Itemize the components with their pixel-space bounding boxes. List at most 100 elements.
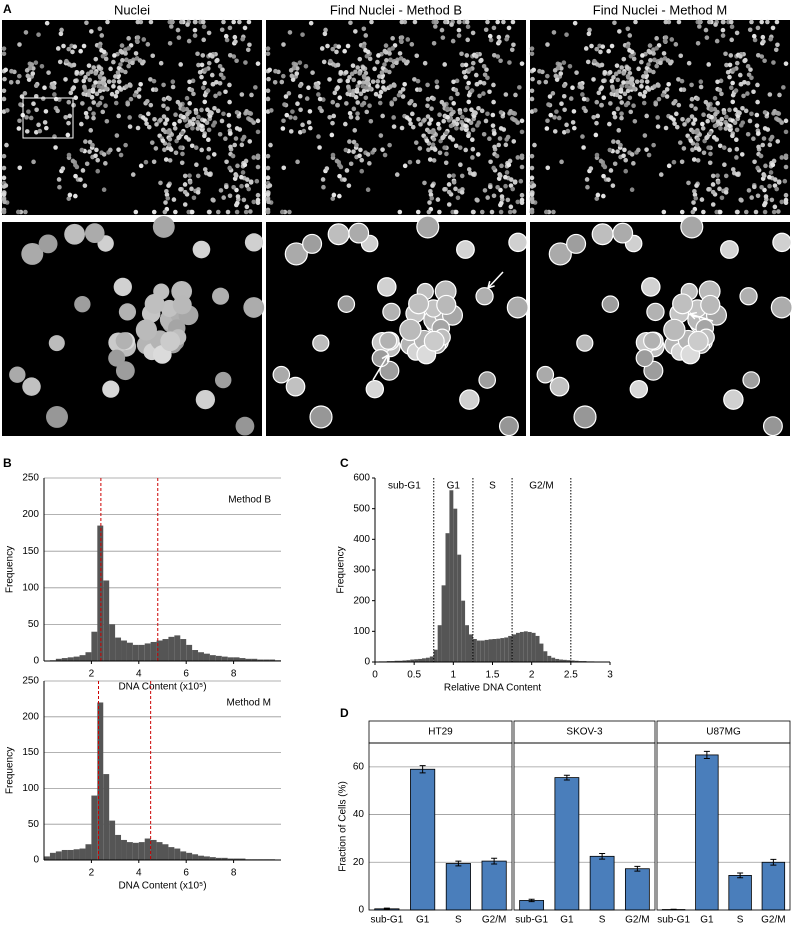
- nucleus: [83, 88, 88, 94]
- nucleus: [246, 186, 251, 192]
- nucleus: [104, 86, 109, 92]
- nucleus: [154, 122, 159, 127]
- nucleus: [115, 332, 133, 350]
- nucleus: [455, 116, 461, 122]
- nucleus: [348, 20, 353, 26]
- panel-title: HT29: [428, 727, 453, 738]
- nucleus: [696, 147, 702, 152]
- nucleus: [26, 77, 32, 82]
- nucleus: [433, 24, 438, 29]
- histogram-bar: [209, 857, 216, 860]
- nucleus: [281, 73, 286, 79]
- y-axis-label: Frequency: [5, 747, 16, 794]
- nucleus: [178, 145, 183, 150]
- nucleus: [416, 215, 440, 239]
- nucleus: [641, 100, 647, 106]
- histogram-bar: [453, 508, 458, 662]
- nucleus: [265, 175, 271, 181]
- nucleus: [506, 25, 512, 31]
- nucleus: [552, 68, 558, 73]
- nucleus: [464, 53, 470, 58]
- histogram-bar: [543, 651, 548, 662]
- nucleus: [779, 199, 785, 205]
- nucleus: [46, 405, 68, 428]
- nucleus: [178, 187, 183, 192]
- histogram-bar: [49, 852, 56, 860]
- nucleus: [623, 157, 629, 163]
- nucleus: [57, 184, 62, 190]
- bar: [554, 777, 580, 911]
- nucleus: [666, 81, 671, 87]
- nucleus: [88, 128, 94, 133]
- nucleus: [680, 116, 685, 122]
- nucleus: [753, 209, 759, 215]
- nucleus: [498, 209, 504, 215]
- nucleus: [681, 146, 687, 151]
- nucleus: [453, 186, 458, 192]
- nucleus: [491, 25, 497, 31]
- nucleus: [689, 82, 694, 88]
- nucleus: [641, 93, 647, 99]
- nucleus: [663, 125, 669, 131]
- nucleus: [241, 197, 247, 203]
- nucleus: [631, 103, 636, 109]
- nucleus: [214, 79, 219, 85]
- nucleus: [363, 95, 369, 101]
- nucleus: [244, 204, 250, 210]
- nucleus: [148, 77, 153, 82]
- nucleus: [768, 36, 773, 42]
- nucleus: [530, 199, 535, 205]
- nucleus: [565, 128, 571, 134]
- nucleus: [782, 178, 788, 184]
- bar: [624, 868, 650, 911]
- y-tick-label: 100: [353, 626, 370, 637]
- nucleus: [97, 88, 103, 94]
- nucleus: [532, 142, 537, 148]
- nucleus: [689, 96, 695, 102]
- x-tick-label: 2: [529, 670, 535, 681]
- nucleus: [759, 185, 764, 190]
- nucleus: [66, 196, 72, 201]
- nucleus: [368, 118, 374, 124]
- nucleus: [402, 81, 407, 87]
- nucleus: [352, 128, 358, 133]
- nucleus: [387, 142, 392, 148]
- nucleus: [470, 146, 476, 152]
- nucleus: [348, 161, 354, 167]
- nucleus: [720, 240, 739, 259]
- nucleus: [63, 77, 68, 82]
- nucleus: [300, 122, 305, 128]
- nucleus: [82, 84, 87, 90]
- nucleus: [733, 107, 738, 113]
- histogram-bar: [492, 639, 497, 662]
- nucleus: [163, 157, 169, 162]
- nucleus: [762, 202, 767, 208]
- nucleus: [1, 88, 7, 94]
- nucleus: [606, 48, 611, 54]
- nucleus: [415, 209, 421, 215]
- nucleus: [399, 19, 405, 25]
- nucleus: [724, 62, 729, 68]
- nucleus: [201, 24, 207, 30]
- nucleus: [231, 19, 236, 25]
- nucleus: [213, 93, 218, 99]
- histogram-bar: [527, 631, 532, 662]
- nucleus: [200, 19, 206, 25]
- x-tick-label: 0.5: [407, 670, 421, 681]
- nucleus: [167, 136, 173, 142]
- nucleus: [87, 106, 93, 112]
- nucleus: [453, 209, 459, 215]
- nucleus: [464, 85, 470, 91]
- nucleus: [428, 117, 434, 123]
- nucleus: [646, 302, 665, 322]
- nucleus: [497, 39, 502, 44]
- nucleus: [619, 100, 625, 105]
- nucleus: [212, 105, 217, 111]
- nucleus: [329, 132, 335, 138]
- error-bar: [770, 858, 777, 866]
- nucleus: [629, 187, 635, 193]
- nucleus: [199, 74, 204, 80]
- nucleus: [161, 114, 167, 119]
- nucleus: [700, 294, 721, 315]
- nucleus: [63, 114, 68, 120]
